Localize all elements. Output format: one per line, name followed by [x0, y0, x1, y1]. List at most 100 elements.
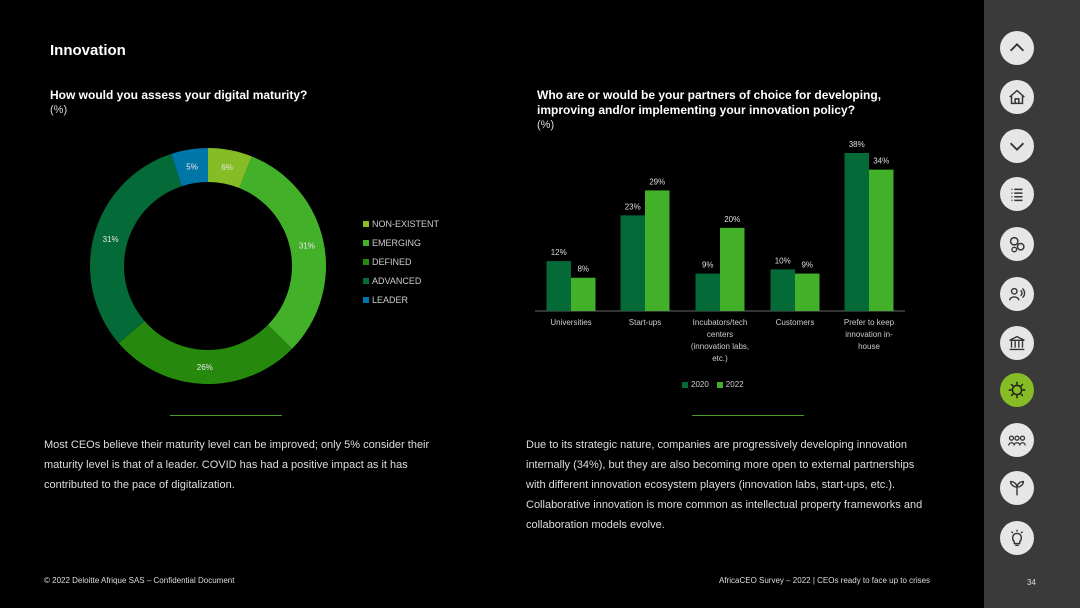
legend-label: EMERGING [372, 238, 422, 248]
bar-2020-2 [695, 273, 720, 311]
bar-legend-item: 2020 [682, 380, 709, 389]
donut-legend: NON-EXISTENT EMERGING DEFINED ADVANCED LEADE… [363, 219, 439, 314]
page-title: Innovation [50, 42, 126, 59]
bar-category-label: centers [707, 330, 733, 339]
nav-section-ideas-button[interactable] [1000, 521, 1034, 555]
donut-legend-item: EMERGING [363, 238, 439, 257]
left-paragraph: Most CEOs believe their maturity level c… [44, 439, 430, 491]
donut-legend-item: ADVANCED [363, 276, 439, 295]
bar-legend-item: 2022 [716, 380, 744, 389]
right-paragraph: Due to its strategic nature, companies a… [526, 439, 923, 531]
donut-unit: (%) [50, 104, 68, 116]
donut-legend-item: LEADER [363, 295, 439, 314]
bar-2022-2 [720, 227, 745, 311]
donut-chart: 6% 31% 26% 31% 5% [90, 148, 326, 384]
donut-value-label: 31% [299, 241, 315, 250]
bar-category-label: (innovation labs, [691, 342, 749, 351]
bar-2022-4 [869, 169, 894, 311]
bar-category-label: Start-ups [629, 318, 661, 327]
nav-section-people-button[interactable] [1000, 423, 1034, 457]
donut-slice-non-existent [208, 148, 252, 189]
sidebar: 34 [984, 0, 1080, 608]
legend-swatch [363, 297, 369, 303]
bar-value-label: 38% [849, 140, 865, 149]
legend-swatch [363, 221, 369, 227]
bar-category-label: etc.) [712, 354, 728, 363]
legend-swatch [363, 259, 369, 265]
donut-slice-leader [171, 148, 208, 187]
bar-2020-1 [620, 215, 645, 311]
bar-value-label: 20% [724, 215, 740, 224]
donut-value-label: 31% [103, 235, 119, 244]
bar-2020-4 [844, 153, 869, 311]
donut-question-text: How would you assess your digital maturi… [50, 88, 308, 102]
bar-category-label: Incubators/tech [693, 318, 748, 327]
footer-copyright: © 2022 Deloitte Afrique SAS – Confidenti… [44, 576, 235, 585]
nav-section-finance-button[interactable] [1000, 326, 1034, 360]
nav-section-communication-button[interactable] [1000, 277, 1034, 311]
chevron-up-icon [1009, 43, 1025, 52]
nav-home-button[interactable] [1000, 80, 1034, 114]
gears-icon [1009, 236, 1025, 253]
legend-label: NON-EXISTENT [372, 219, 440, 229]
bar-value-label: 9% [801, 261, 813, 270]
donut-slice-advanced [90, 153, 182, 344]
bar-category-label: Customers [776, 318, 815, 327]
gear-innovation-icon [1008, 381, 1026, 399]
donut-legend-item: DEFINED [363, 257, 439, 276]
legend-swatch [716, 381, 723, 388]
donut-slice-emerging [239, 156, 326, 349]
nav-section-innovation-button[interactable] [1000, 373, 1034, 407]
legend-swatch [363, 278, 369, 284]
bar-category-label: house [858, 342, 880, 351]
bar-2020-0 [546, 261, 571, 311]
home-icon [1009, 89, 1025, 105]
bar-category-label: Universities [550, 318, 591, 327]
person-speaking-icon [1008, 287, 1026, 301]
donut-question: How would you assess your digital maturi… [50, 88, 380, 118]
bar-legend: 2020 2022 [682, 380, 744, 389]
bar-value-label: 34% [873, 157, 889, 166]
lightbulb-icon [1011, 529, 1023, 547]
legend-label: DEFINED [372, 257, 412, 267]
bar-value-label: 8% [577, 265, 589, 274]
bar-question: Who are or would be your partners of cho… [537, 88, 937, 133]
bar-category-label: Prefer to keep [844, 318, 895, 327]
legend-swatch [682, 381, 688, 388]
bar-2022-0 [571, 277, 596, 311]
nav-contents-button[interactable] [1000, 177, 1034, 211]
legend-label: 2020 [691, 380, 709, 389]
bar-value-label: 23% [625, 202, 641, 211]
bar-chart: 12% 8% Universities 23% 29% Start-ups 9% 20% Inc… [535, 140, 905, 363]
bank-icon [1009, 335, 1025, 351]
list-icon [1011, 188, 1023, 202]
nav-up-button[interactable] [1000, 31, 1034, 65]
page-number: 34 [1027, 578, 1036, 587]
people-icon [1008, 435, 1026, 446]
bar-question-text: Who are or would be your partners of cho… [537, 88, 882, 117]
bar-unit: (%) [537, 119, 555, 131]
donut-legend-item: NON-EXISTENT [363, 219, 439, 238]
bar-value-label: 12% [551, 248, 567, 257]
bar-value-label: 9% [702, 261, 714, 270]
chevron-down-icon [1009, 142, 1025, 151]
footer-survey: AfricaCEO Survey – 2022 | CEOs ready to … [719, 576, 931, 585]
bar-value-label: 10% [775, 256, 791, 265]
bar-2022-1 [645, 190, 670, 311]
bar-2020-3 [770, 269, 795, 311]
donut-value-label: 5% [186, 162, 198, 171]
legend-label: LEADER [372, 295, 409, 305]
bar-category-label: innovation in- [845, 330, 893, 339]
donut-slice-defined [118, 321, 293, 384]
legend-swatch [363, 240, 369, 246]
divider-right [692, 415, 804, 416]
divider-left [170, 415, 282, 416]
donut-value-label: 26% [197, 363, 213, 372]
nav-section-operations-button[interactable] [1000, 227, 1034, 261]
nav-down-button[interactable] [1000, 129, 1034, 163]
bar-value-label: 29% [649, 177, 665, 186]
bar-2022-3 [795, 273, 820, 311]
nav-section-sustainability-button[interactable] [1000, 471, 1034, 505]
slide: Innovation How would you assess your dig… [44, 42, 937, 585]
donut-value-label: 6% [221, 163, 233, 172]
